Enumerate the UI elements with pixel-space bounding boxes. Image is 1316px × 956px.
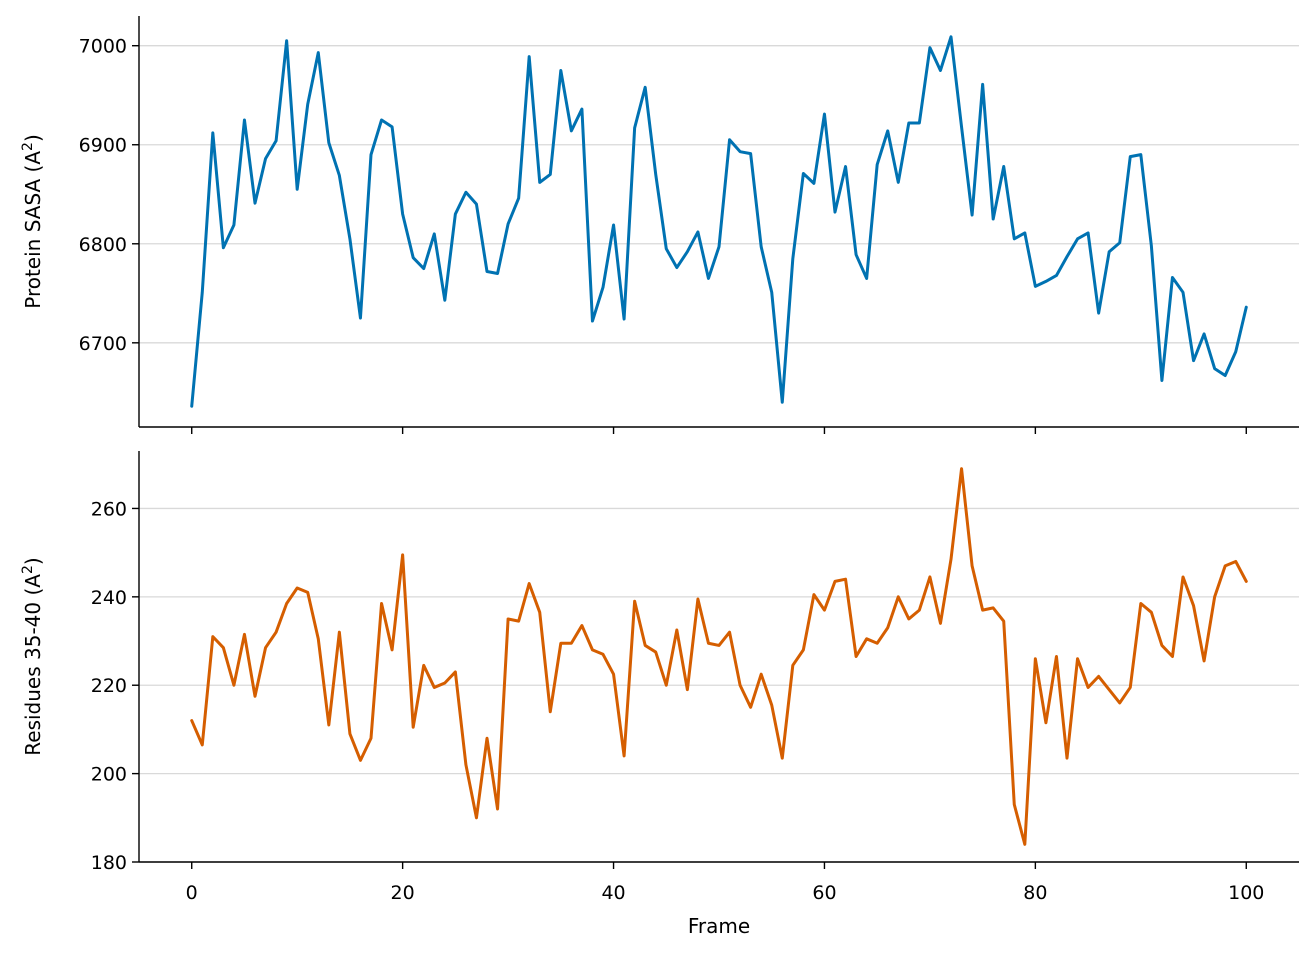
y-axis-label-text: Residues 35-40 (A (21, 574, 45, 756)
y-tick-label: 240 (91, 587, 127, 609)
x-tick-label: 60 (812, 882, 836, 904)
x-tick-label: 100 (1228, 882, 1264, 904)
bottom-panel-residues-35-40: 180 200 220 240 260 0 20 40 60 80 100 Frame Residues… (20, 451, 1299, 938)
y-tick-label: 7000 (79, 36, 127, 58)
x-tick-label: 40 (601, 882, 625, 904)
y-tick-label: 180 (91, 852, 127, 874)
series-line (190, 35, 1248, 408)
y-tick-label: 6800 (79, 234, 127, 256)
y-tick-label: 6700 (79, 333, 127, 355)
y-tick-label: 260 (91, 498, 127, 520)
series-line (190, 467, 1248, 846)
y-axis-label-text: Protein SASA (A (21, 151, 45, 309)
y-axis-label-superscript: 2 (20, 142, 36, 151)
y-tick-label: 220 (91, 675, 127, 697)
x-tick-label: 80 (1023, 882, 1047, 904)
y-tick-label: 200 (91, 764, 127, 786)
y-axis-label-superscript: 2 (20, 565, 36, 574)
y-axis-label-suffix: ) (21, 134, 45, 142)
x-axis-label: Frame (688, 914, 750, 938)
y-axis-label: Residues 35-40 (A2) (20, 557, 45, 755)
x-tick-label: 20 (391, 882, 415, 904)
y-tick-label: 6900 (79, 135, 127, 157)
y-axis-label-suffix: ) (21, 557, 45, 565)
x-tick-label: 0 (186, 882, 198, 904)
y-axis-label: Protein SASA (A2) (20, 134, 45, 309)
top-panel-protein-sasa: 6700 6800 6900 7000 Protein SASA (A2) (20, 16, 1299, 434)
